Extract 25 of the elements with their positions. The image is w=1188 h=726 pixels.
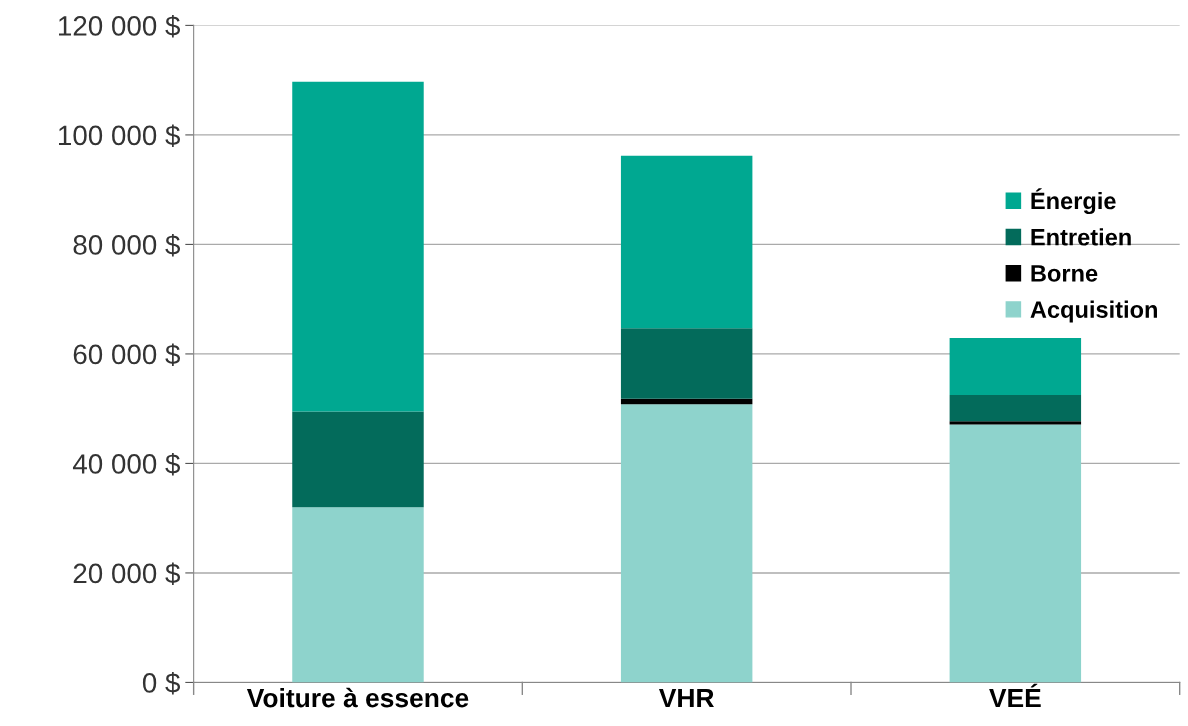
y-tick-label: 100 000 $ bbox=[59, 124, 181, 147]
y-tick-label: 120 000 $ bbox=[59, 14, 181, 38]
bar bbox=[949, 394, 1082, 422]
y-tick-label: 60 000 $ bbox=[73, 343, 181, 366]
bar bbox=[949, 424, 1082, 683]
legend-label: Entretien bbox=[1031, 228, 1131, 246]
bar bbox=[620, 404, 753, 683]
y-tick-label: 80 000 $ bbox=[73, 233, 181, 257]
bar bbox=[949, 421, 1082, 425]
bar bbox=[949, 338, 1082, 395]
legend-label: Acquisition bbox=[1030, 300, 1157, 323]
y-tick-label: 40 000 $ bbox=[72, 452, 181, 476]
bar bbox=[292, 411, 424, 508]
bar bbox=[620, 155, 753, 329]
y-tick-label: 0 $ bbox=[142, 671, 180, 695]
y-tick-label: 20 000 $ bbox=[73, 562, 181, 585]
bar bbox=[292, 507, 424, 683]
legend-label: Énergie bbox=[1031, 188, 1116, 215]
x-tick-label: VHR bbox=[658, 688, 714, 708]
x-tick-label: VEÉ bbox=[989, 683, 1041, 708]
bar bbox=[620, 328, 753, 399]
bar bbox=[292, 81, 424, 412]
bar bbox=[620, 398, 753, 405]
legend-label: Borne bbox=[1031, 265, 1098, 282]
x-tick-label: Voiture à essence bbox=[246, 687, 469, 708]
